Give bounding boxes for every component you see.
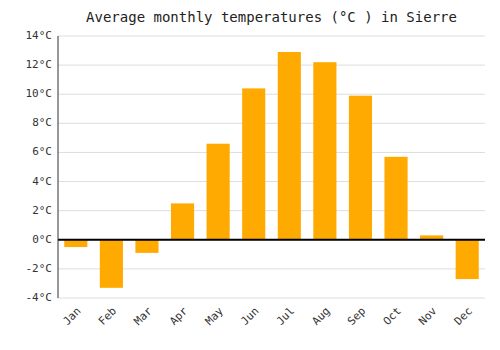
x-tick-label: Nov [416, 304, 440, 328]
y-tick-label: 2°C [32, 204, 52, 217]
grid-line [58, 65, 485, 66]
grid-line [58, 152, 485, 153]
bar [207, 144, 230, 240]
y-tick-label: 0°C [32, 233, 52, 246]
x-tick-label: Aug [309, 305, 332, 328]
y-tick-label: 14°C [26, 29, 53, 42]
title: Average monthly temperatures (°C ) in Si… [86, 9, 457, 25]
y-tick-label: -2°C [26, 262, 53, 275]
x-tick-label: Mar [131, 304, 155, 328]
x-tick-label: Jul [274, 305, 297, 328]
bar [135, 240, 158, 253]
bar [456, 240, 479, 279]
bars [64, 52, 479, 288]
bar [349, 96, 372, 240]
grid [58, 36, 485, 298]
y-axis-line [58, 36, 59, 298]
x-tick-label: May [203, 304, 227, 328]
chart-container: Average monthly temperatures (°C ) in Si… [0, 0, 500, 350]
y-tick-label: 12°C [26, 58, 53, 71]
bar [384, 157, 407, 240]
y-tick-label: 6°C [32, 145, 52, 158]
zero-line [58, 239, 485, 241]
x-tick-label: Feb [96, 305, 119, 328]
grid-line [58, 210, 485, 211]
x-tick-label: Oct [381, 305, 404, 328]
grid-line [58, 298, 485, 299]
grid-line [58, 181, 485, 182]
bar [242, 88, 265, 239]
x-tick-label: Sep [345, 305, 368, 328]
grid-line [58, 36, 485, 37]
bar [171, 203, 194, 239]
x-tick-label: Jan [60, 305, 83, 328]
bar [100, 240, 123, 288]
x-tick-label: Dec [452, 305, 475, 328]
x-ticks: Jan Feb Mar Apr May Jun Jul Aug Sep Oct Nov Dec [60, 304, 475, 328]
x-tick-label: Jun [238, 305, 261, 328]
bar [278, 52, 301, 240]
y-tick-label: 4°C [32, 175, 52, 188]
bar [313, 62, 336, 240]
chart: Average monthly temperatures (°C ) in Si… [0, 0, 500, 350]
y-tick-label: 10°C [26, 87, 53, 100]
grid-line [58, 123, 485, 124]
bar [64, 240, 87, 247]
grid-line [58, 94, 485, 95]
y-ticks: -4°C -2°C 0°C 2°C 4°C 6°C 8°C 10°C 12°C 14°C [26, 29, 53, 304]
y-tick-label: 8°C [32, 116, 52, 129]
y-tick-label: -4°C [26, 291, 53, 304]
grid-line [58, 239, 485, 240]
x-tick-label: Apr [167, 304, 191, 328]
